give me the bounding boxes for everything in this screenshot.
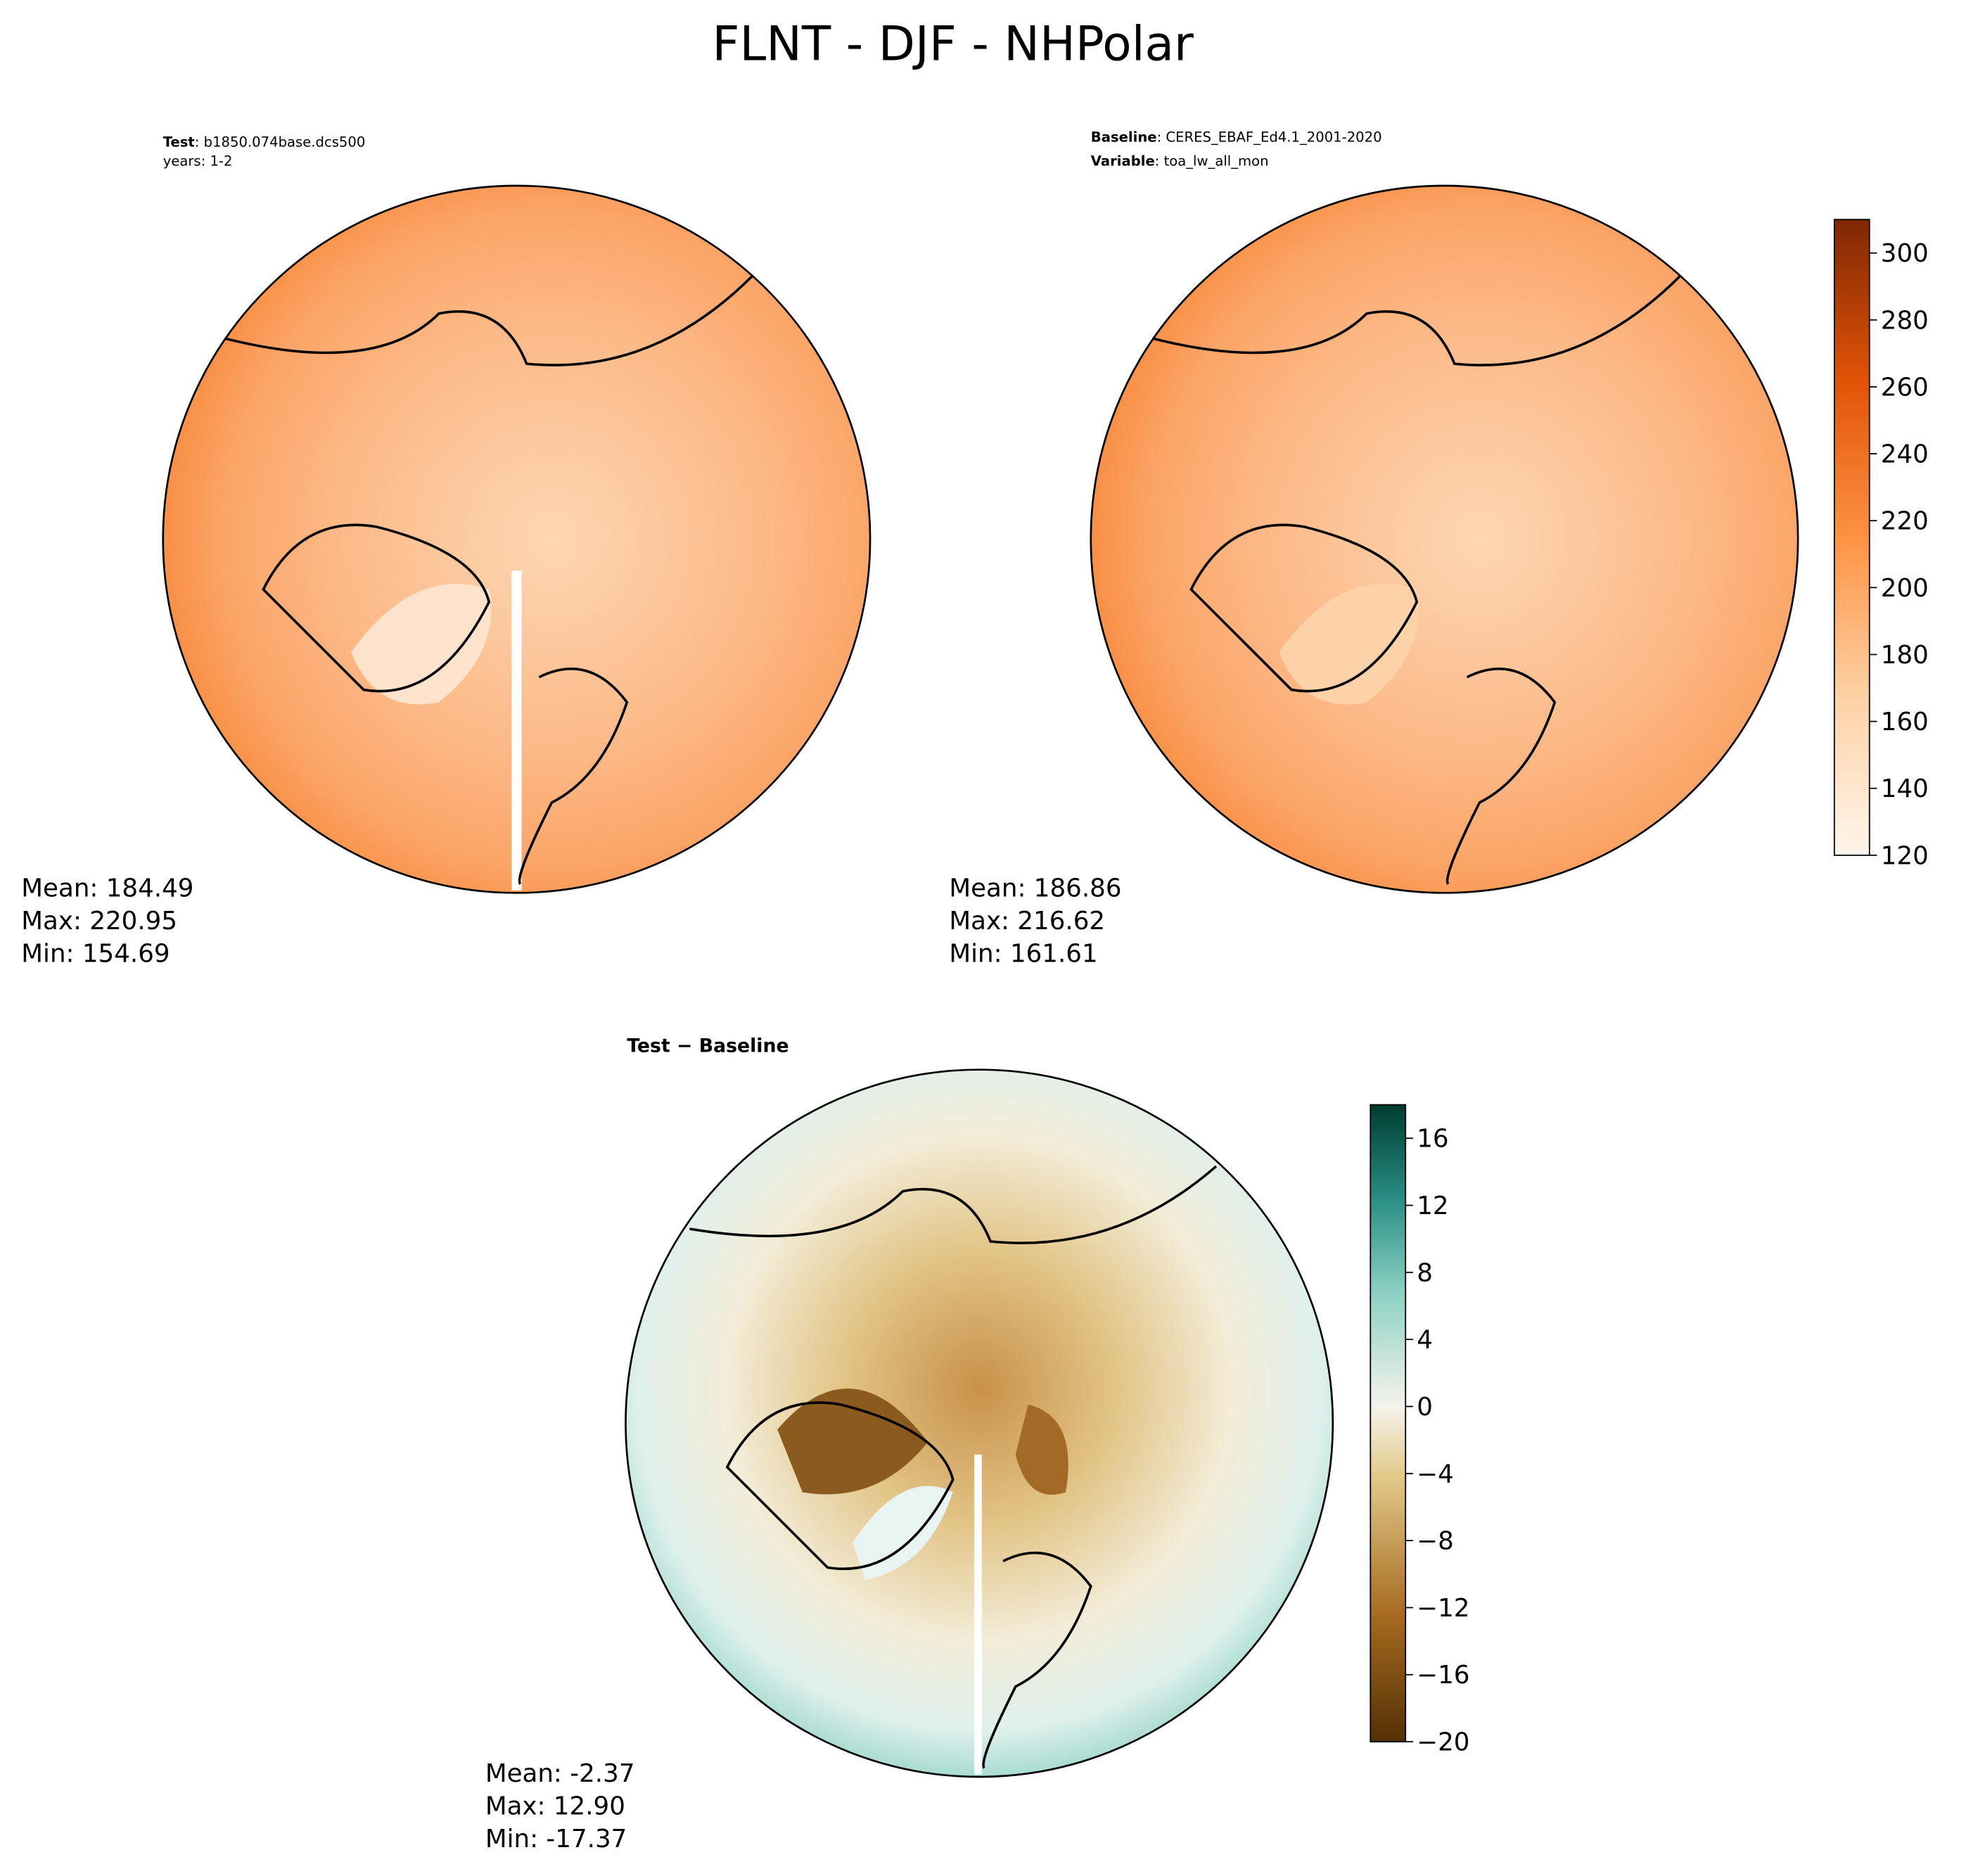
colorbar-tick-label: 180 (1881, 641, 1929, 670)
label-value: : toa_lw_all_mon (1155, 153, 1269, 169)
colorbar-tick-label: 220 (1881, 507, 1929, 536)
colorbar-tick-label: 240 (1881, 440, 1929, 469)
colorbar-tick-label: −8 (1417, 1527, 1454, 1556)
colorbar-tick-label: 260 (1881, 373, 1929, 402)
colorbar-tick-label: 280 (1881, 306, 1929, 335)
label-value: : CERES_EBAF_Ed4.1_2001-2020 (1157, 129, 1382, 146)
stat: Min: 154.69 (21, 939, 170, 968)
stat: Min: -17.37 (485, 1825, 627, 1853)
label-value: − Baseline (670, 1035, 789, 1057)
colorbar-tick-label: 8 (1417, 1258, 1433, 1287)
panel-label: Test: b1850.074base.dcs500 (163, 134, 366, 151)
colorbar-tick-label: 120 (1881, 841, 1929, 870)
panel-label: Variable: toa_lw_all_mon (1091, 153, 1269, 169)
colorbar (1833, 219, 1870, 856)
colorbar-tick-label: −16 (1417, 1661, 1469, 1690)
colorbar-tick-label: 300 (1881, 239, 1929, 268)
colorbar-tick-label: 4 (1417, 1326, 1433, 1355)
colorbar (1370, 1104, 1407, 1742)
label-key: Variable (1091, 153, 1155, 169)
stat: Min: 161.61 (949, 939, 1097, 968)
figure-title: FLNT - DJF - NHPolar (713, 16, 1194, 72)
colorbar-tick-label: 200 (1881, 574, 1929, 603)
colorbar-tick-label: −4 (1417, 1460, 1454, 1488)
colorbar-tick-label: −20 (1417, 1728, 1469, 1757)
panel-label: Test − Baseline (627, 1035, 789, 1057)
stat: Max: 12.90 (485, 1792, 625, 1820)
colorbar-tick-label: −12 (1417, 1594, 1469, 1623)
stat: Mean: 186.86 (949, 874, 1121, 903)
colorbar-tick-label: 12 (1417, 1192, 1448, 1220)
colorbar-tick-label: 140 (1881, 774, 1929, 803)
map (1090, 184, 1799, 894)
label-value: : b1850.074base.dcs500 (195, 134, 366, 151)
stat: Mean: 184.49 (21, 874, 193, 903)
colorbar-tick-label: 16 (1417, 1125, 1448, 1154)
colorbar-tick-label: 160 (1881, 708, 1929, 736)
colorbar-tick-label: 0 (1417, 1393, 1433, 1422)
label-key: Baseline (1091, 129, 1157, 146)
label-key: Test (627, 1035, 670, 1057)
stat: Max: 220.95 (21, 907, 177, 936)
map (162, 184, 872, 894)
stat: Mean: -2.37 (485, 1759, 635, 1788)
panel-label: years: 1-2 (163, 153, 233, 169)
panel-label: Baseline: CERES_EBAF_Ed4.1_2001-2020 (1091, 129, 1382, 146)
map (625, 1068, 1334, 1778)
label-key: Test (163, 134, 195, 151)
stat: Max: 216.62 (949, 907, 1105, 936)
